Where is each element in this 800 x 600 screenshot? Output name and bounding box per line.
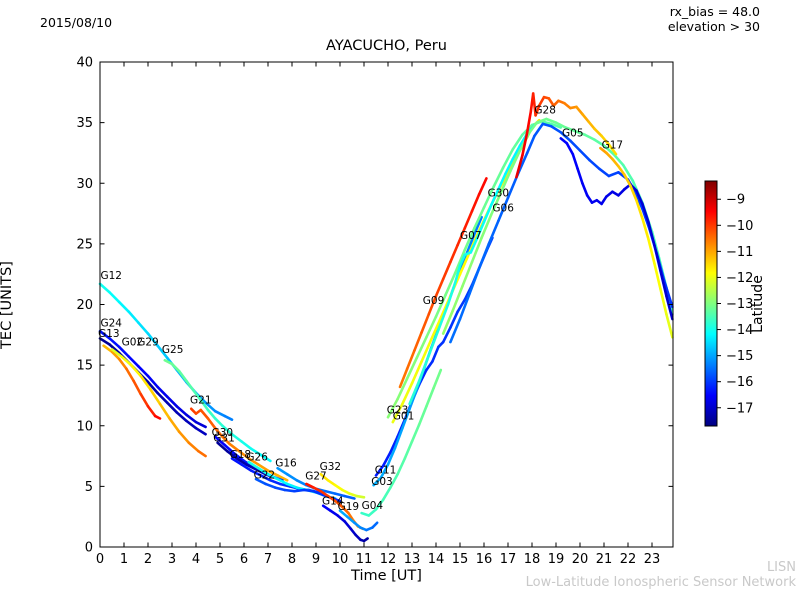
svg-text:G07: G07	[460, 230, 482, 242]
annotation-block: rx_bias = 48.0 elevation > 30	[668, 4, 760, 34]
svg-text:G29: G29	[137, 337, 159, 349]
svg-text:G26: G26	[246, 451, 268, 463]
svg-text:19: 19	[548, 552, 565, 567]
svg-text:G06: G06	[492, 203, 514, 215]
svg-text:9: 9	[312, 552, 320, 567]
svg-text:−10: −10	[726, 219, 753, 234]
svg-text:G14: G14	[322, 496, 344, 508]
svg-text:G25: G25	[162, 344, 184, 356]
svg-text:G04: G04	[362, 500, 384, 512]
svg-text:35: 35	[76, 116, 93, 131]
svg-text:12: 12	[380, 552, 397, 567]
svg-text:40: 40	[76, 56, 93, 71]
svg-text:2: 2	[144, 552, 152, 567]
svg-text:15: 15	[452, 552, 469, 567]
x-axis-label: Time [UT]	[351, 568, 422, 584]
svg-text:11: 11	[356, 552, 373, 567]
watermark-lisn: LISN	[766, 560, 796, 575]
svg-text:G24: G24	[100, 317, 122, 329]
svg-text:G05: G05	[562, 128, 584, 140]
svg-text:G17: G17	[602, 140, 624, 152]
svg-text:21: 21	[596, 552, 613, 567]
svg-text:G13: G13	[98, 328, 120, 340]
svg-text:G31: G31	[213, 433, 235, 445]
svg-text:17: 17	[500, 552, 517, 567]
svg-text:G18: G18	[230, 449, 252, 461]
svg-text:5: 5	[216, 552, 224, 567]
svg-text:13: 13	[404, 552, 421, 567]
svg-text:−13: −13	[726, 297, 753, 312]
svg-text:−17: −17	[726, 401, 753, 416]
svg-text:−9: −9	[726, 193, 745, 208]
svg-text:10: 10	[76, 419, 93, 434]
svg-text:G11: G11	[375, 465, 397, 477]
svg-text:25: 25	[76, 237, 93, 252]
svg-text:16: 16	[476, 552, 493, 567]
y-axis-label: TEC [UNITS]	[0, 261, 15, 349]
watermark: LISN Low-Latitude Ionospheric Sensor Net…	[526, 560, 796, 590]
svg-text:G12: G12	[100, 270, 122, 282]
svg-text:30: 30	[76, 177, 93, 192]
svg-text:8: 8	[288, 552, 296, 567]
svg-text:0: 0	[85, 541, 93, 556]
svg-text:G19: G19	[338, 501, 360, 513]
svg-text:G02: G02	[122, 337, 144, 349]
svg-text:G21: G21	[190, 394, 212, 406]
svg-text:6: 6	[240, 552, 248, 567]
svg-text:G16: G16	[275, 457, 297, 469]
elevation-label: elevation > 30	[667, 19, 760, 34]
svg-text:5: 5	[85, 480, 93, 495]
svg-text:G22: G22	[254, 469, 276, 481]
svg-text:G09: G09	[423, 295, 445, 307]
svg-text:3: 3	[168, 552, 176, 567]
svg-text:−15: −15	[726, 349, 753, 364]
svg-text:7: 7	[264, 552, 272, 567]
svg-text:G28: G28	[534, 105, 556, 117]
svg-text:4: 4	[192, 552, 200, 567]
svg-text:−11: −11	[726, 245, 753, 260]
svg-text:G27: G27	[305, 471, 327, 483]
svg-text:10: 10	[332, 552, 349, 567]
colorbar-label: Latitude	[750, 275, 766, 333]
date-label: 2015/08/10	[40, 15, 113, 30]
plot-title: AYACUCHO, Peru	[326, 38, 447, 54]
svg-text:G01: G01	[393, 411, 415, 423]
svg-text:0: 0	[96, 552, 104, 567]
svg-text:22: 22	[620, 552, 637, 567]
svg-text:G32: G32	[320, 461, 342, 473]
watermark-network: Low-Latitude Ionospheric Sensor Network	[525, 575, 796, 590]
svg-text:20: 20	[76, 298, 93, 313]
svg-text:20: 20	[572, 552, 589, 567]
svg-text:−12: −12	[726, 271, 753, 286]
svg-text:G03: G03	[371, 476, 393, 488]
svg-text:15: 15	[76, 359, 93, 374]
svg-text:−14: −14	[726, 323, 753, 338]
rx-bias-label: rx_bias = 48.0	[669, 4, 760, 19]
svg-text:G23: G23	[387, 405, 409, 417]
svg-text:1: 1	[120, 552, 128, 567]
svg-text:G30: G30	[212, 427, 234, 439]
svg-text:−16: −16	[726, 375, 753, 390]
svg-text:G30: G30	[488, 188, 510, 200]
svg-text:23: 23	[644, 552, 661, 567]
svg-text:18: 18	[524, 552, 541, 567]
svg-text:14: 14	[428, 552, 445, 567]
